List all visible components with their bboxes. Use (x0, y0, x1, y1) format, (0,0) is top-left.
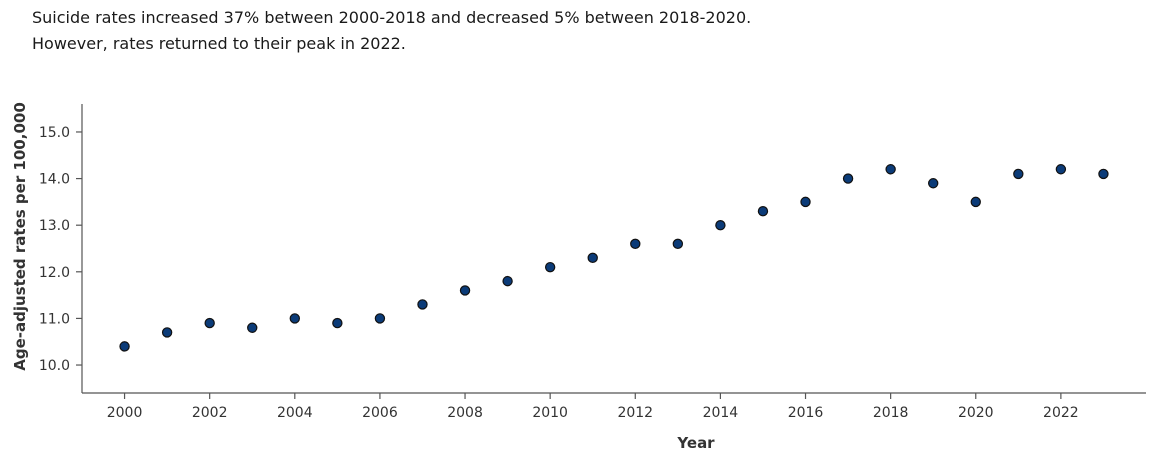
x-tick-label: 2012 (617, 405, 653, 421)
data-point (672, 238, 684, 250)
data-point (289, 313, 300, 324)
data-point (587, 252, 598, 264)
x-tick-label: 2020 (958, 405, 994, 421)
y-tick-label: 11.0 (39, 311, 70, 327)
y-tick-label: 12.0 (39, 265, 70, 281)
data-point (459, 285, 471, 296)
x-tick-label: 2014 (703, 405, 739, 421)
data-point (417, 299, 428, 310)
data-point (630, 238, 641, 250)
data-point (1055, 164, 1067, 175)
data-point (502, 275, 513, 287)
x-tick-label: 2022 (1043, 405, 1079, 421)
subtitle-line-1: Suicide rates increased 37% between 2000… (32, 8, 752, 27)
x-tick-label: 2006 (362, 405, 398, 421)
data-point (332, 317, 343, 329)
y-tick-label: 13.0 (39, 218, 70, 234)
y-tick-label: 15.0 (39, 125, 70, 141)
chart-subtitle: Suicide rates increased 37% between 2000… (32, 5, 751, 57)
x-tick-label: 2008 (447, 405, 483, 421)
data-point (204, 317, 215, 329)
chart-axes: 10.0 11.0 12.0 13.0 14.0 15.0 2000 2002 2004 2006… (39, 104, 1146, 421)
data-point (970, 196, 981, 208)
data-point (715, 219, 726, 231)
subtitle-line-2: However, rates returned to their peak in… (32, 34, 406, 53)
x-tick-label: 2002 (192, 405, 228, 421)
x-tick-label: 2004 (277, 405, 313, 421)
y-tick-label: 10.0 (39, 358, 70, 374)
data-point (161, 327, 173, 338)
data-point (800, 196, 811, 208)
x-tick-label: 2000 (107, 405, 143, 421)
x-tick-label: 2018 (873, 405, 909, 421)
data-point (544, 261, 556, 273)
data-point (842, 173, 854, 184)
y-tick-label: 14.0 (39, 172, 70, 188)
y-axis-title: Age-adjusted rates per 100,000 (11, 102, 29, 371)
data-point (885, 164, 896, 175)
data-point (1098, 168, 1109, 180)
data-point (928, 178, 939, 189)
data-point (757, 206, 769, 217)
data-point (119, 341, 130, 352)
data-points (119, 164, 1109, 352)
x-tick-label: 2016 (788, 405, 824, 421)
data-point (374, 313, 386, 324)
x-tick-label: 2010 (532, 405, 568, 421)
data-point (247, 322, 258, 333)
x-axis-title: Year (676, 434, 715, 452)
data-point (1013, 168, 1024, 180)
